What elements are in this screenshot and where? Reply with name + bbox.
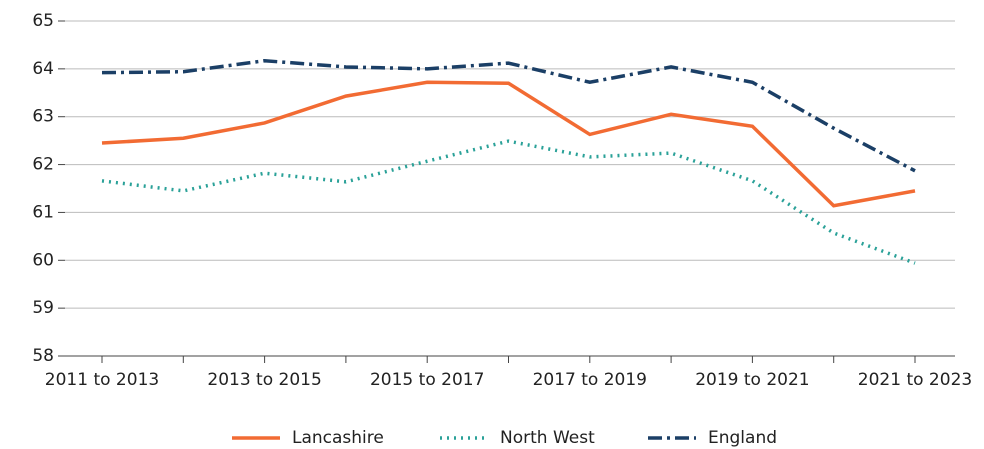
y-tick-label: 58	[32, 346, 54, 366]
series-line	[101, 139, 916, 265]
x-tick-label: 2015 to 2017	[370, 370, 484, 390]
series-line	[101, 58, 916, 173]
x-tick-label: 2011 to 2013	[45, 370, 159, 390]
legend-label: Lancashire	[292, 428, 384, 448]
y-tick-label: 59	[32, 298, 54, 318]
y-tick-label: 60	[32, 250, 54, 270]
y-tick-label: 61	[32, 202, 54, 222]
legend-label: England	[708, 428, 777, 448]
y-tick-label: 63	[32, 107, 54, 127]
series-line	[101, 80, 916, 208]
legend-label: North West	[500, 428, 595, 448]
y-tick-label: 65	[32, 11, 54, 31]
x-tick-label: 2019 to 2021	[695, 370, 809, 390]
y-tick-label: 64	[32, 59, 54, 79]
x-tick-label: 2021 to 2023	[858, 370, 972, 390]
y-tick-label: 62	[32, 155, 54, 175]
x-tick-label: 2017 to 2019	[533, 370, 647, 390]
x-tick-label: 2013 to 2015	[207, 370, 321, 390]
